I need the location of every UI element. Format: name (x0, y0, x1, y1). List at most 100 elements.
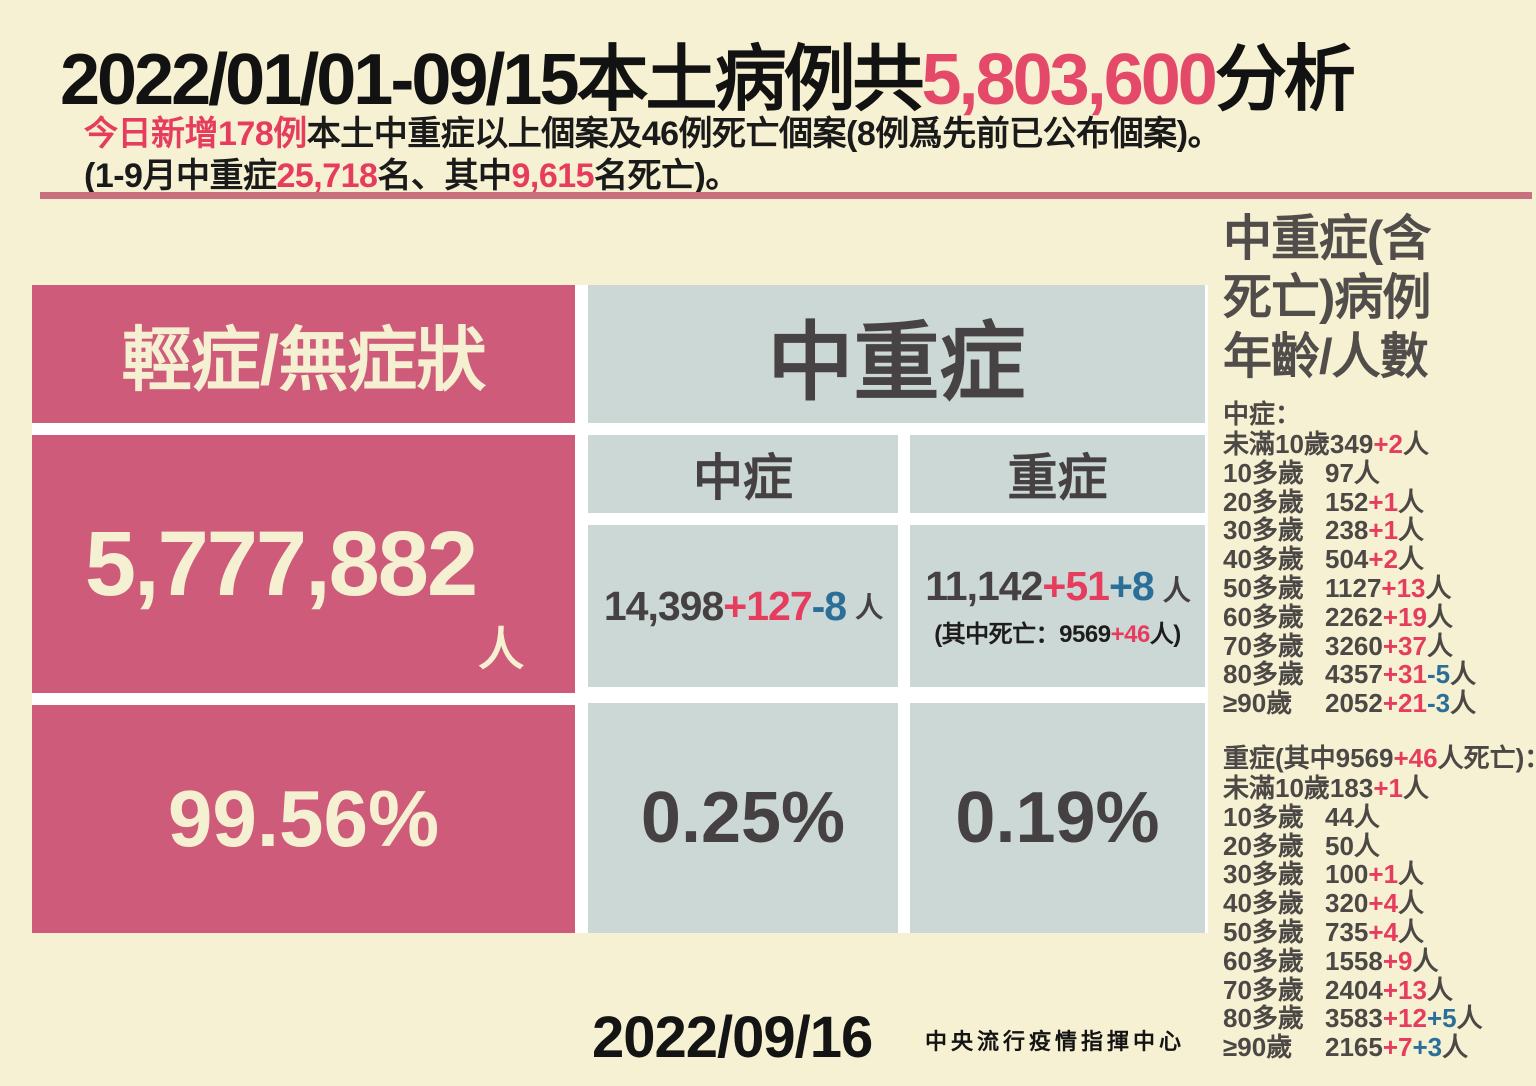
page-title: 2022/01/01-09/15本土病例共5,803,600分析 (60, 20, 1530, 125)
sidebar-title-line1: 中重症(含 (1223, 212, 1431, 266)
age-new-count: +1 (1368, 486, 1399, 517)
age-row: 60多歲 1558+9人 (1223, 945, 1535, 976)
age-new-count: +21 (1382, 688, 1427, 719)
subtitle-new-cases: 今日新增178例本土中重症以上個案及46例死亡個案(8例爲先前已公布個案)。 (84, 106, 1222, 155)
age-range-label: ≥90歲 (1223, 1032, 1293, 1063)
severe-count-line: 11,142+51+8 人 (925, 563, 1191, 610)
age-row: 70多歲 3260+37人 (1223, 630, 1535, 661)
moderate-count-new: +127 (723, 582, 812, 629)
sidebar-title-line2: 死亡)病例 (1223, 271, 1431, 325)
age-new-count: +2 (1368, 544, 1399, 575)
moderate-count-adjust: -8 (811, 582, 847, 629)
age-new-count: +12 (1382, 1003, 1427, 1034)
severe-label: 重症 (1007, 450, 1108, 506)
moderate-percent: 0.25% (640, 778, 846, 858)
age-row: 未滿10歲183+1人 (1223, 774, 1535, 803)
mild-cases-header: 輕症/無症狀 (32, 285, 575, 423)
moderate-count-unit: 人 (855, 592, 883, 623)
age-count: 2052 (1325, 688, 1383, 719)
age-row: 80多歲 4357+31-5人 (1223, 660, 1535, 689)
age-count: 97 (1325, 457, 1354, 488)
age-row: ≥90歲 2165+7+3人 (1223, 1033, 1535, 1062)
subtitle-new-cases-text: 本土中重症以上個案及46例死亡個案(8例爲先前已公布個案)。 (306, 115, 1222, 153)
age-count: 100 (1325, 859, 1369, 890)
severe-count-box: 11,142+51+8 人 (其中死亡：9569+46人) (910, 525, 1205, 687)
moderate-count-box: 14,398 +127 -8 人 (588, 525, 898, 687)
moderate-age-list: 未滿10歲349+2人 10多歲 97人 20多歲 152+1人 30多歲 238+1… (1223, 430, 1535, 718)
moderate-percent-box: 0.25% (588, 703, 898, 933)
age-adjust-count: +5 (1426, 1003, 1457, 1034)
moderate-column-header: 中症 (588, 435, 898, 513)
mild-cases-percent: 99.56% (167, 774, 440, 863)
age-new-count: +1 (1373, 772, 1403, 803)
age-breakdown-sidebar: 中重症(含 死亡)病例 年齡/人數 中症： 未滿10歲349+2人 10多歲 97… (1223, 210, 1536, 1062)
age-range-label: 50多歲 (1223, 916, 1304, 947)
age-unit: 人 (1442, 1032, 1469, 1063)
age-new-count: +4 (1368, 916, 1399, 947)
age-row: 10多歲 44人 (1223, 801, 1535, 832)
severe-age-section-header: 重症(其中9569+46人死亡)： (1223, 742, 1536, 773)
age-range-label: 80多歲 (1223, 1003, 1304, 1034)
age-count: 735 (1325, 916, 1369, 947)
age-unit: 人 (1426, 630, 1453, 661)
divider-line (40, 192, 1532, 199)
title-period: 2022/01/01-09/15本土病例共 (60, 40, 925, 120)
age-count: 349 (1329, 429, 1374, 459)
age-unit: 人 (1398, 486, 1425, 517)
age-row: 10多歲 97人 (1223, 457, 1535, 488)
age-count: 4357 (1325, 659, 1383, 690)
mild-cases-unit: 人 (478, 623, 524, 675)
age-new-count: +7 (1382, 1032, 1413, 1063)
age-unit: 人 (1450, 659, 1477, 690)
subtitle-cumulative: (1-9月中重症25,718名、其中9,615名死亡)。 (84, 148, 739, 197)
moderate-severe-title: 中重症 (767, 314, 1026, 411)
age-range-label: 40多歲 (1223, 888, 1304, 919)
severe-age-header-p1: 重症(其中9569 (1223, 742, 1394, 773)
age-count: 3583 (1325, 1003, 1383, 1034)
severe-age-header-p2: 人死亡)： (1437, 742, 1536, 773)
age-unit: 人 (1402, 772, 1429, 803)
age-new-count: +13 (1382, 974, 1427, 1005)
age-unit: 人 (1426, 974, 1453, 1005)
age-unit: 人 (1456, 1003, 1483, 1034)
age-row: ≥90歲 2052+21-3人 (1223, 689, 1535, 718)
age-adjust-count: -5 (1426, 659, 1451, 690)
age-range-label: 70多歲 (1223, 630, 1304, 661)
age-row: 40多歲 504+2人 (1223, 545, 1535, 574)
age-new-count: +1 (1368, 515, 1399, 546)
age-new-count: +9 (1382, 945, 1413, 976)
subtitle-cumulative-p1: (1-9月中重症 (84, 157, 277, 195)
moderate-count: 14,398 (603, 582, 724, 629)
severe-count-unit: 人 (1162, 575, 1191, 606)
age-count: 2262 (1325, 601, 1383, 632)
subtitle-cumulative-death-count: 9,615 (511, 157, 595, 195)
age-unit: 人 (1398, 916, 1425, 947)
report-date: 2022/09/16 (592, 1005, 873, 1070)
age-range-label: 20多歲 (1223, 830, 1304, 861)
subtitle-cumulative-p2: 名、其中 (377, 157, 512, 195)
mild-cases-count-box: 5,777,882 人 (32, 435, 575, 693)
age-unit: 人 (1450, 688, 1477, 719)
age-row: 60多歲 2262+19人 (1223, 601, 1535, 632)
age-range-label: ≥90歲 (1223, 688, 1293, 719)
age-unit: 人 (1425, 572, 1452, 603)
age-count: 3260 (1325, 630, 1383, 661)
severe-count-adjust: +8 (1108, 563, 1155, 609)
age-unit: 人 (1398, 859, 1425, 890)
subtitle-new-cases-count: 今日新增178例 (84, 115, 307, 153)
severe-column-header: 重症 (910, 435, 1205, 513)
age-count: 2165 (1325, 1032, 1383, 1063)
age-new-count: +19 (1382, 601, 1427, 632)
moderate-age-section-header: 中症： (1223, 399, 1302, 429)
age-row: 40多歲 320+4人 (1223, 889, 1535, 918)
age-range-label: 60多歲 (1223, 601, 1304, 632)
age-unit: 人 (1353, 801, 1380, 832)
age-range-label: 10多歲 (1223, 801, 1304, 832)
age-count: 1558 (1325, 945, 1383, 976)
age-count: 238 (1325, 515, 1369, 546)
title-suffix: 分析 (1214, 40, 1356, 120)
severe-death-note-p2: 人) (1149, 621, 1182, 648)
age-new-count: +4 (1368, 888, 1399, 919)
title-total-count: 5,803,600 (921, 40, 1218, 120)
